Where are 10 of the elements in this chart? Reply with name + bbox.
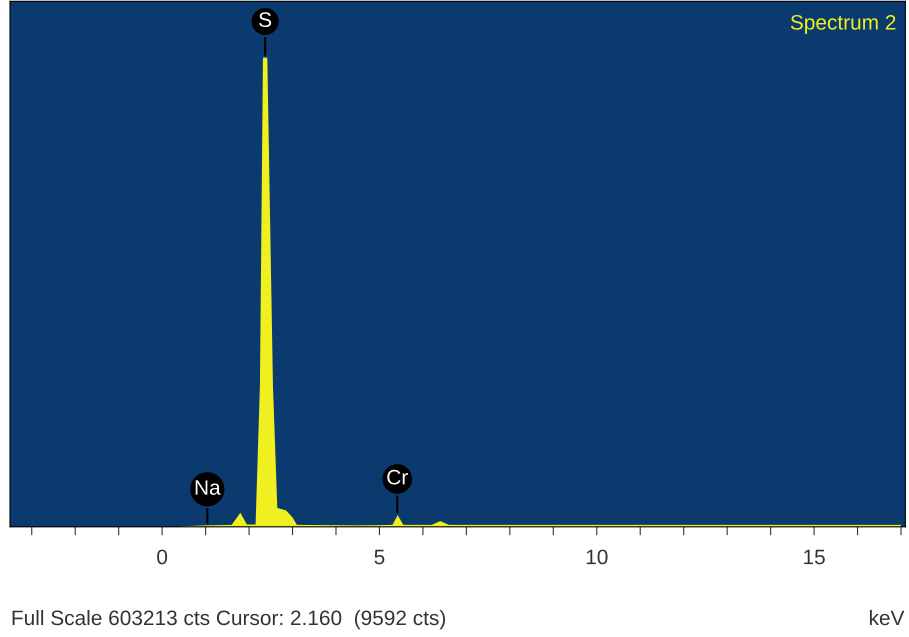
text: Full Scale 603213 cts Cursor: 2.160 (9592 cts) xyxy=(12,610,446,630)
annotation: S xyxy=(259,12,272,28)
x-tick-label: 5 xyxy=(374,550,384,564)
x-tick-label: 10 xyxy=(586,550,608,564)
x-tick-label: 15 xyxy=(804,550,825,564)
x-tick-label: 0 xyxy=(157,550,168,564)
x-axis-title: keV xyxy=(870,610,904,626)
annotation: Cr xyxy=(387,470,408,485)
chart-title: Spectrum 2 xyxy=(790,14,896,34)
annotation: Na xyxy=(196,480,221,495)
